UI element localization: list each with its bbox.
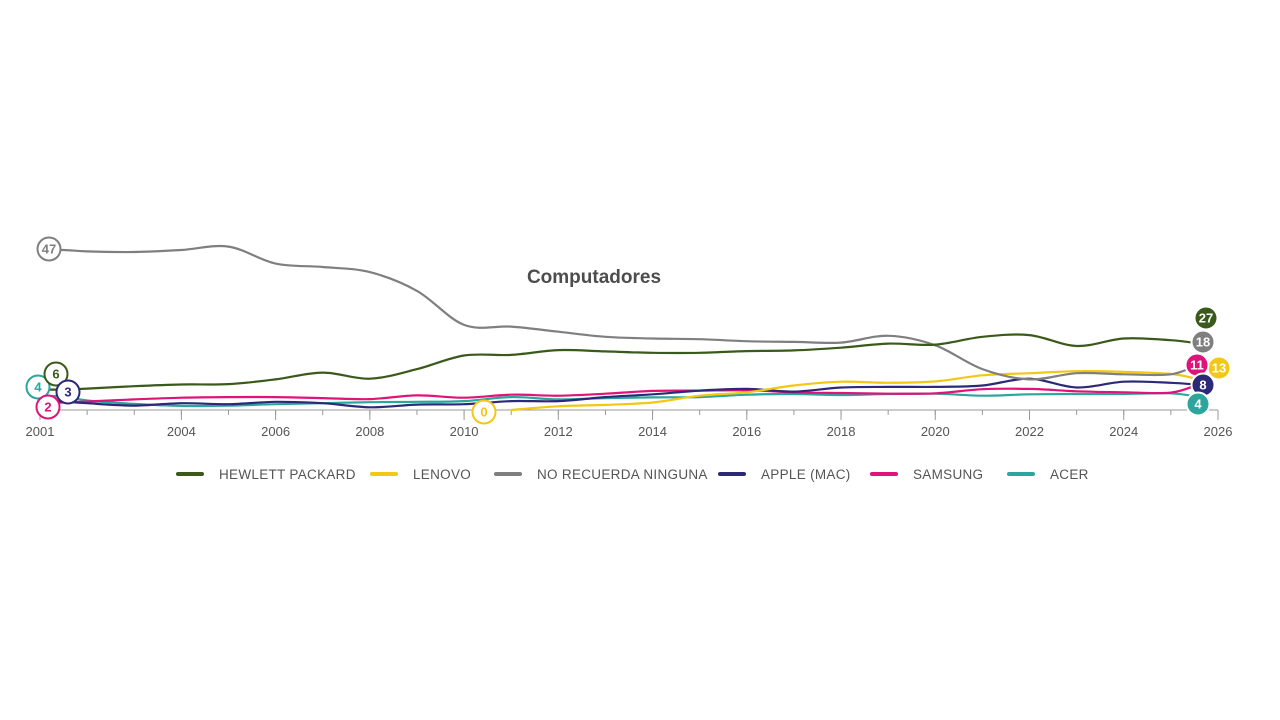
x-tick-label-2014: 2014 — [638, 424, 667, 439]
end-badge-lenovo-label: 13 — [1212, 361, 1226, 376]
end-badge-apple-mac-label: 8 — [1199, 378, 1206, 393]
legend: HEWLETT PACKARD LENOVO NO RECUERDA NINGUNA… — [176, 467, 1089, 482]
start-badge-lenovo: 0 — [471, 399, 497, 425]
start-badge-apple-mac-circle — [55, 379, 81, 405]
end-badge-hewlett-packard-label: 27 — [1199, 311, 1213, 326]
x-tick-label-2024: 2024 — [1109, 424, 1138, 439]
end-badge-no-recuerda-ninguna-circle — [1190, 329, 1216, 355]
legend-label: NO RECUERDA NINGUNA — [537, 467, 708, 482]
legend-item-no-recuerda-ninguna: NO RECUERDA NINGUNA — [494, 467, 708, 482]
end-badge-hewlett-packard: 27 — [1193, 305, 1219, 331]
legend-item-hewlett-packard: HEWLETT PACKARD — [176, 467, 356, 482]
legend-label: LENOVO — [413, 467, 471, 482]
x-tick-label-2004: 2004 — [167, 424, 196, 439]
start-badge-no-recuerda-ninguna-circle — [36, 236, 62, 262]
x-tick-label-2018: 2018 — [827, 424, 856, 439]
start-badge-acer-circle — [25, 374, 51, 400]
x-tick-label-2008: 2008 — [355, 424, 384, 439]
start-badge-samsung: 2 — [35, 394, 61, 420]
end-badge-acer-circle — [1185, 391, 1211, 417]
x-tick-label-2022: 2022 — [1015, 424, 1044, 439]
legend-label: SAMSUNG — [913, 467, 983, 482]
start-badge-samsung-label: 2 — [44, 400, 51, 415]
legend-item-lenovo: LENOVO — [370, 467, 471, 482]
x-tick-label-2012: 2012 — [544, 424, 573, 439]
x-tick-label-2016: 2016 — [732, 424, 761, 439]
legend-item-apple-mac: APPLE (MAC) — [718, 467, 851, 482]
legend-label: ACER — [1050, 467, 1089, 482]
x-tick-label-2020: 2020 — [921, 424, 950, 439]
start-badge-hewlett-packard-label: 6 — [52, 367, 59, 382]
start-badge-acer-label: 4 — [34, 380, 42, 395]
series-line-lenovo — [510, 370, 1201, 412]
legend-item-samsung: SAMSUNG — [870, 467, 983, 482]
end-badge-no-recuerda-ninguna-label: 18 — [1196, 335, 1210, 350]
start-badge-samsung-circle — [35, 394, 61, 420]
series-line-no-recuerda-ninguna — [38, 244, 1201, 381]
x-tick-label-2001: 2001 — [26, 424, 55, 439]
start-badge-hewlett-packard: 6 — [43, 361, 69, 387]
start-badge-lenovo-label: 0 — [480, 405, 487, 420]
chart-title: Computadores — [527, 267, 661, 288]
end-badge-no-recuerda-ninguna: 18 — [1190, 329, 1216, 355]
start-badge-apple-mac: 3 — [55, 379, 81, 405]
legend-item-acer: ACER — [1007, 467, 1089, 482]
start-badge-acer: 4 — [25, 374, 51, 400]
series-lines — [38, 244, 1201, 412]
end-badge-acer: 4 — [1185, 391, 1211, 417]
x-tick-label-2006: 2006 — [261, 424, 290, 439]
legend-label: HEWLETT PACKARD — [219, 467, 356, 482]
end-badge-samsung-label: 11 — [1190, 358, 1204, 373]
start-badge-hewlett-packard-circle — [43, 361, 69, 387]
series-line-hewlett-packard — [38, 333, 1201, 391]
x-tick-label-2026: 2026 — [1204, 424, 1233, 439]
series-line-samsung — [38, 383, 1201, 405]
end-badge-samsung: 11 — [1184, 352, 1210, 378]
end-badge-acer-label: 4 — [1194, 397, 1202, 412]
x-axis: 2001 2004 2006 2008 2010 2012 2014 2016 2018 2020… — [26, 409, 1233, 439]
start-badge-no-recuerda-ninguna-label: 47 — [42, 242, 56, 257]
end-badge-hewlett-packard-circle — [1193, 305, 1219, 331]
start-badge-no-recuerda-ninguna: 47 — [36, 236, 62, 262]
legend-label: APPLE (MAC) — [761, 467, 851, 482]
x-tick-label-2010: 2010 — [450, 424, 479, 439]
series-line-apple-mac — [38, 377, 1201, 409]
start-badge-lenovo-circle — [471, 399, 497, 425]
start-badge-apple-mac-label: 3 — [64, 385, 71, 400]
